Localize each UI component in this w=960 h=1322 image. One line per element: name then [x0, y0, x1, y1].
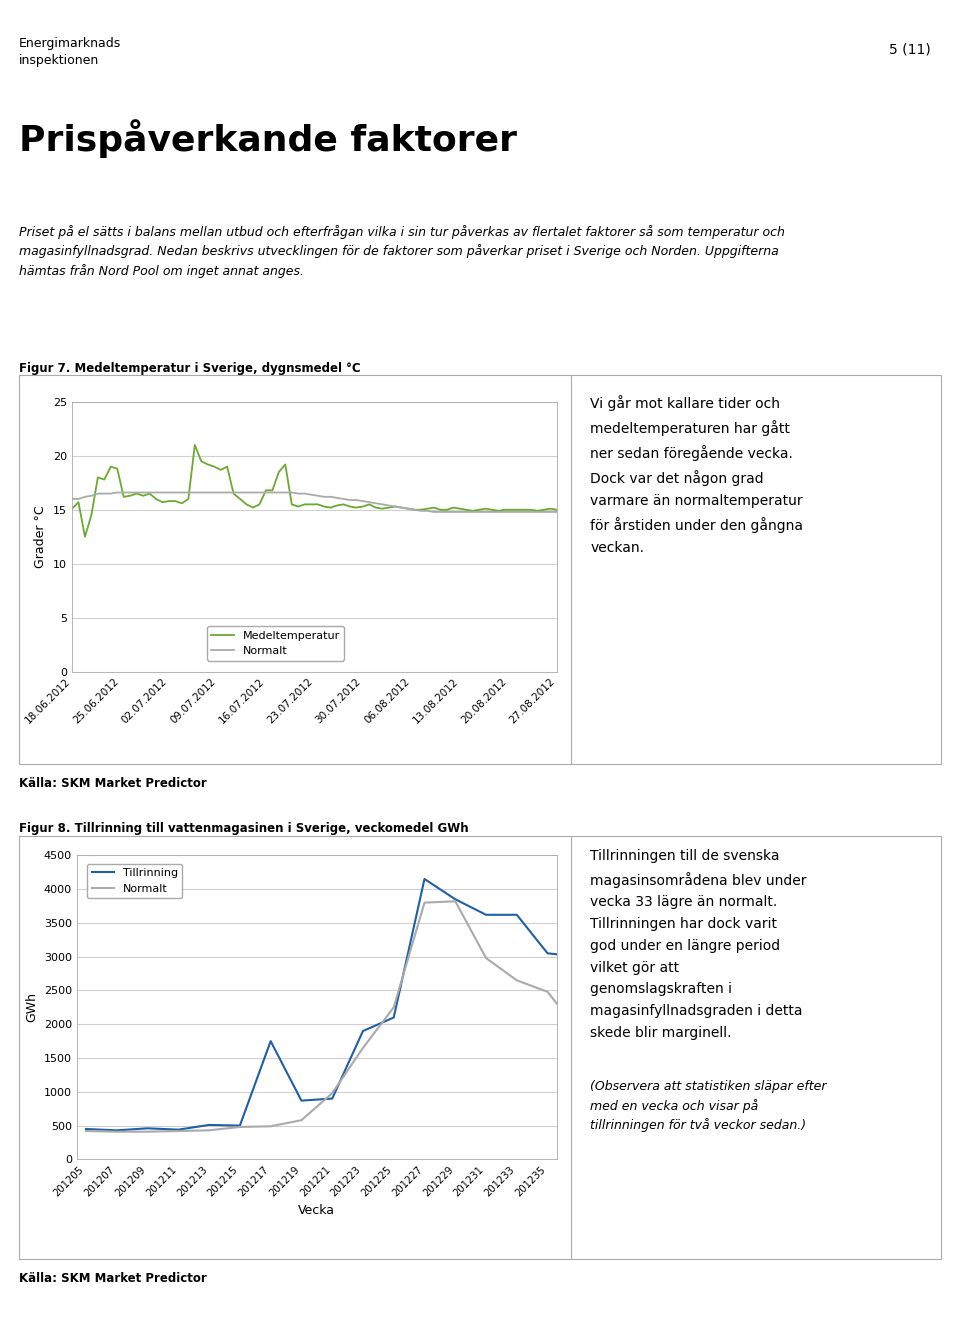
Medeltemperatur [402, 501, 414, 517]
Medeltemperatur [79, 529, 90, 545]
Tillrinning [665, 1080, 677, 1096]
Tillrinning [357, 1023, 369, 1039]
Line: Normalt: Normalt [86, 902, 702, 1132]
Normalt [396, 500, 407, 516]
Normalt [511, 973, 522, 989]
Medeltemperatur [66, 501, 78, 517]
Normalt [467, 504, 478, 520]
Text: Tillrinningen till de svenska
magasinsområdena blev under
vecka 33 lägre än norm: Tillrinningen till de svenska magasinsom… [590, 849, 807, 1039]
Normalt [118, 485, 130, 501]
Medeltemperatur [248, 500, 259, 516]
Tillrinning [204, 1117, 215, 1133]
Normalt [296, 1112, 307, 1128]
Tillrinning [234, 1117, 246, 1133]
Y-axis label: GWh: GWh [25, 993, 38, 1022]
Normalt [541, 984, 553, 999]
Normalt [428, 504, 440, 520]
Text: Prispåverkande faktorer: Prispåverkande faktorer [19, 119, 517, 157]
X-axis label: Vecka: Vecka [299, 1204, 335, 1216]
Medeltemperatur [331, 497, 343, 513]
Normalt [419, 895, 430, 911]
Text: Figur 8. Tillrinning till vattenmagasinen i Sverige, veckomedel GWh: Figur 8. Tillrinning till vattenmagasine… [19, 822, 468, 836]
Medeltemperatur [390, 498, 401, 514]
Normalt [449, 894, 461, 910]
Normalt [572, 1023, 584, 1039]
Normalt [551, 504, 563, 520]
Normalt [326, 1085, 338, 1101]
Tillrinning [388, 1010, 399, 1026]
Y-axis label: Grader °C: Grader °C [35, 505, 47, 568]
Line: Medeltemperatur: Medeltemperatur [72, 446, 557, 537]
Normalt [204, 1122, 215, 1138]
Tillrinning [541, 945, 553, 961]
Tillrinning [635, 1013, 646, 1029]
Normalt [388, 999, 399, 1015]
Tillrinning [111, 1122, 123, 1138]
Normalt [81, 1124, 92, 1140]
Normalt [480, 951, 492, 966]
Normalt [635, 1064, 646, 1080]
Tillrinning [419, 871, 430, 887]
Tillrinning [81, 1121, 92, 1137]
Tillrinning [296, 1093, 307, 1109]
Text: Källa: SKM Market Predictor: Källa: SKM Market Predictor [19, 777, 207, 791]
Normalt [173, 1124, 184, 1140]
Normalt [66, 490, 78, 506]
Legend: Medeltemperatur, Normalt: Medeltemperatur, Normalt [207, 627, 345, 661]
Normalt [696, 1064, 708, 1080]
Tillrinning [449, 891, 461, 907]
Normalt [603, 1035, 614, 1051]
Legend: Tillrinning, Normalt: Tillrinning, Normalt [87, 865, 182, 899]
Tillrinning [603, 956, 614, 972]
Text: Energimarknads
inspektionen: Energimarknads inspektionen [19, 37, 122, 67]
Normalt [665, 1063, 677, 1079]
Normalt [142, 1124, 154, 1140]
Normalt [111, 485, 123, 501]
Tillrinning [696, 1085, 708, 1101]
Tillrinning [480, 907, 492, 923]
Medeltemperatur [467, 502, 478, 518]
Normalt [383, 497, 395, 513]
Line: Tillrinning: Tillrinning [86, 879, 702, 1130]
Text: Källa: SKM Market Predictor: Källa: SKM Market Predictor [19, 1272, 207, 1285]
Text: Priset på el sätts i balans mellan utbud och efterfrågan vilka i sin tur påverka: Priset på el sätts i balans mellan utbud… [19, 225, 785, 278]
Tillrinning [142, 1120, 154, 1136]
Tillrinning [326, 1091, 338, 1107]
Medeltemperatur [189, 438, 201, 453]
Text: 5 (11): 5 (11) [890, 42, 931, 57]
Normalt [241, 485, 252, 501]
Line: Normalt: Normalt [72, 493, 557, 512]
Tillrinning [511, 907, 522, 923]
Normalt [324, 489, 336, 505]
Normalt [265, 1118, 276, 1134]
Tillrinning [572, 949, 584, 965]
Tillrinning [265, 1034, 276, 1050]
Normalt [357, 1040, 369, 1056]
Tillrinning [173, 1122, 184, 1138]
Text: (Observera att statistiken släpar efter
med en vecka och visar på
tillrinningen : (Observera att statistiken släpar efter … [590, 1080, 827, 1132]
Medeltemperatur [118, 489, 130, 505]
Text: Figur 7. Medeltemperatur i Sverige, dygnsmedel °C: Figur 7. Medeltemperatur i Sverige, dygn… [19, 362, 361, 375]
Text: Vi går mot kallare tider och
medeltemperaturen har gått
ner sedan föregående vec: Vi går mot kallare tider och medeltemper… [590, 395, 804, 555]
Normalt [234, 1118, 246, 1134]
Normalt [111, 1124, 123, 1140]
Medeltemperatur [551, 502, 563, 518]
